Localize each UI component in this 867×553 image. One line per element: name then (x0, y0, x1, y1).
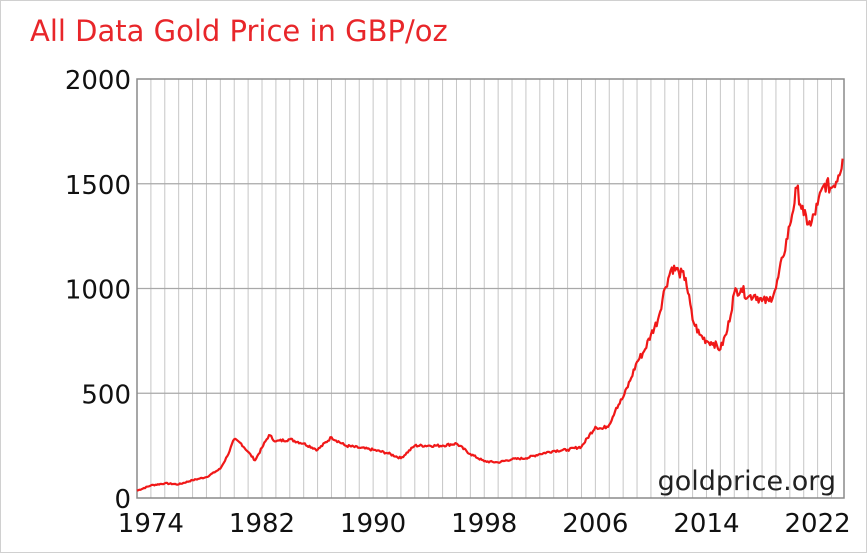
x-tick-label: 2014 (673, 509, 739, 539)
chart-title: All Data Gold Price in GBP/oz (30, 14, 448, 48)
y-tick-label: 0 (114, 485, 131, 515)
grid-lines (137, 79, 844, 498)
y-tick-label: 2000 (65, 66, 131, 96)
y-axis: 0 500 1000 1500 2000 (65, 66, 131, 515)
plot-frame (136, 78, 845, 499)
y-tick-label: 1000 (65, 276, 131, 306)
x-axis: 1974 1982 1990 1998 2006 2014 2022 (118, 509, 851, 539)
x-tick-label: 2022 (785, 509, 851, 539)
x-tick-label: 2006 (562, 509, 628, 539)
watermark: goldprice.org (658, 466, 836, 497)
x-tick-label: 1974 (118, 509, 184, 539)
y-tick-label: 500 (81, 380, 131, 410)
gold-price-line (136, 158, 844, 492)
x-tick-label: 1990 (340, 509, 406, 539)
x-tick-label: 1982 (229, 509, 295, 539)
y-tick-label: 1500 (65, 171, 131, 201)
x-tick-label: 1998 (451, 509, 517, 539)
